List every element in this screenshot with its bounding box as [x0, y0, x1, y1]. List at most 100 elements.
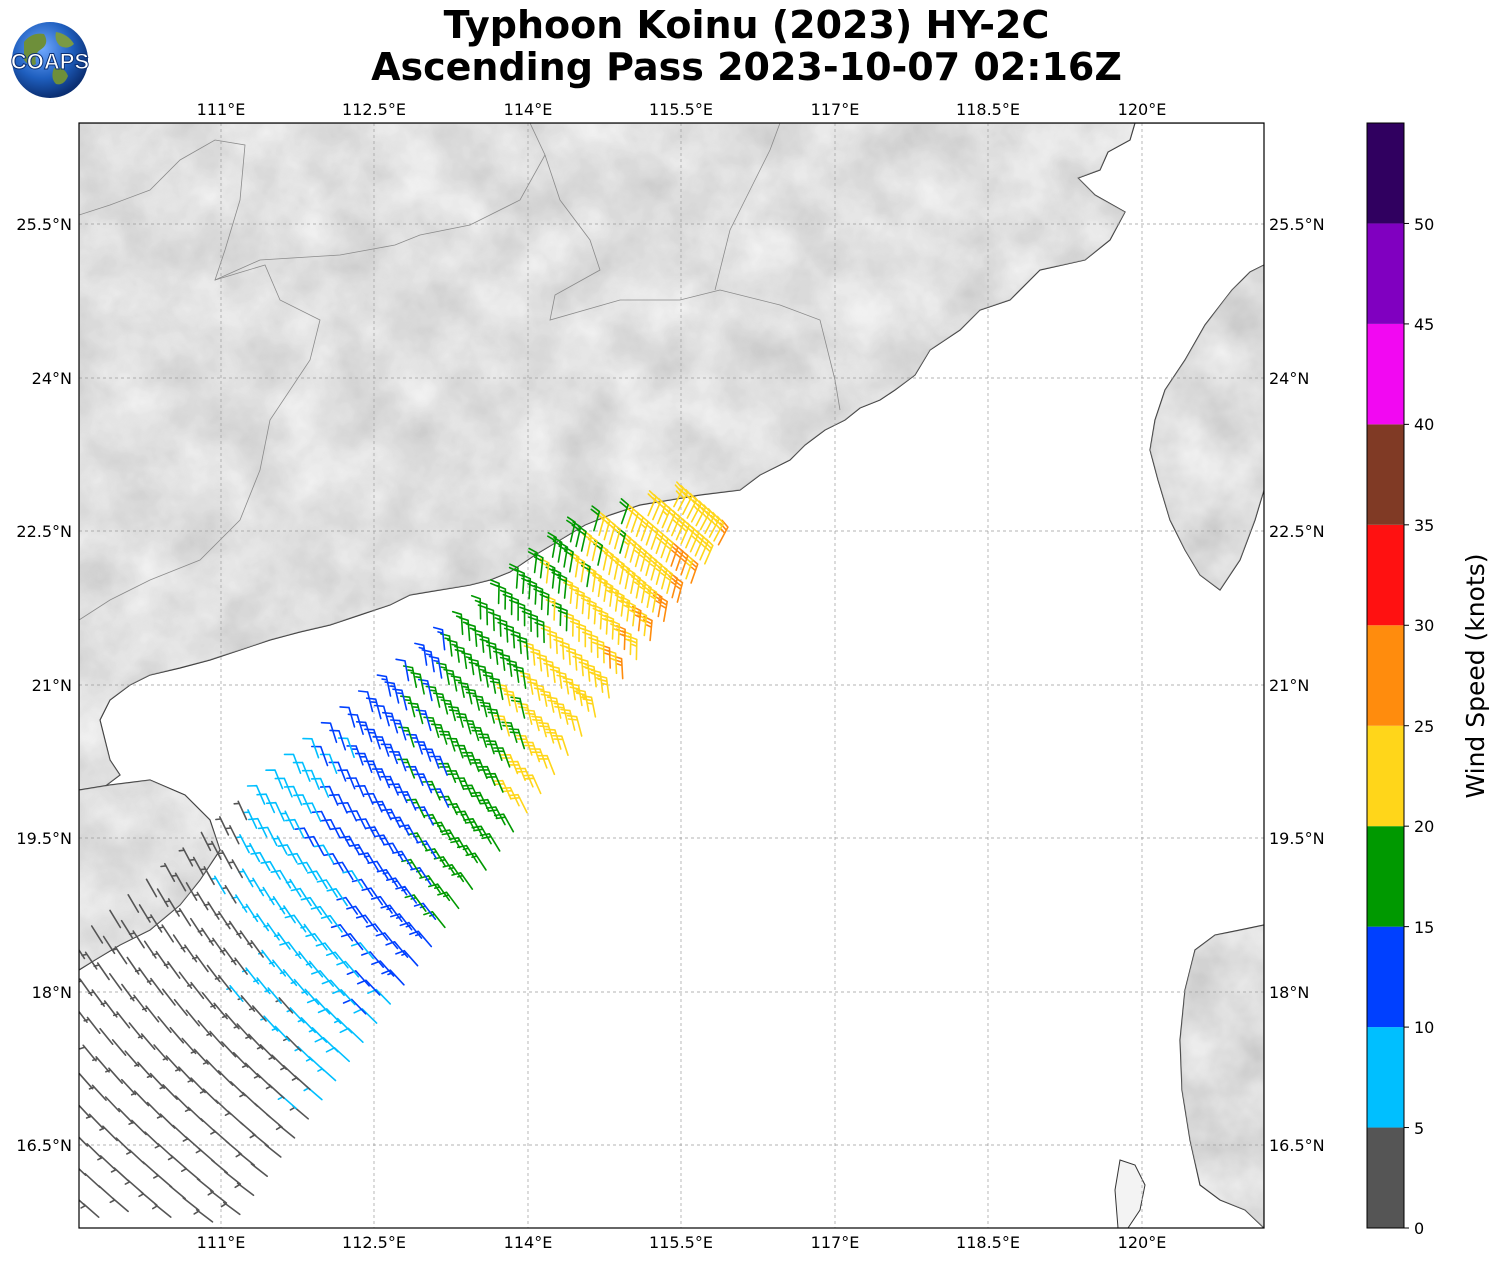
wind-barb: [438, 730, 456, 752]
wind-barb: [340, 933, 364, 951]
lat-tick-left: 19.5°N: [16, 829, 72, 848]
wind-barb: [658, 596, 668, 622]
wind-barb: [407, 702, 424, 725]
wind-barb: [680, 518, 690, 545]
wind-barb: [347, 713, 364, 735]
map-panel: [79, 123, 1264, 1228]
wind-barb: [533, 684, 548, 707]
wind-barb: [79, 1167, 87, 1176]
wind-barb: [463, 719, 480, 742]
wind-barb: [631, 572, 641, 599]
wind-barb: [389, 751, 407, 772]
wind-barb: [457, 681, 473, 705]
wind-barb: [274, 777, 293, 798]
wind-barb: [315, 942, 339, 960]
wind-barb: [245, 842, 261, 863]
wind-barb: [109, 909, 122, 929]
wind-barb: [594, 638, 605, 664]
title-line-1: Typhoon Koinu (2023) HY-2C: [443, 3, 1050, 47]
wind-barb: [128, 1022, 143, 1040]
wind-barb: [280, 810, 295, 830]
wind-barb: [479, 701, 495, 724]
wind-barb: [265, 769, 284, 790]
colorbar-tick: 40: [1414, 415, 1434, 434]
wind-barb: [145, 878, 158, 898]
lon-tick-bottom: 115.5°E: [649, 1233, 713, 1252]
lat-tick-right: 22.5°N: [1269, 522, 1325, 541]
colorbar-tick: 20: [1414, 817, 1434, 836]
colorbar-bin: [1367, 123, 1404, 224]
wind-barb: [144, 1131, 161, 1147]
wind-barb: [121, 983, 135, 1002]
wind-barb: [627, 635, 638, 661]
wind-barb: [568, 683, 583, 707]
wind-barb: [556, 671, 570, 695]
wind-barb: [346, 745, 364, 766]
colorbar-tick: 10: [1414, 1018, 1434, 1037]
wind-barb: [172, 934, 186, 953]
wind-barb: [86, 1143, 103, 1159]
wind-barb: [538, 722, 555, 744]
lon-tick-top: 118.5°E: [956, 100, 1020, 119]
wind-barb: [513, 665, 527, 689]
wind-barb: [566, 714, 583, 737]
wind-barb: [301, 769, 320, 790]
lon-tick-bottom: 117°E: [811, 1233, 860, 1252]
wind-barb: [319, 785, 339, 806]
wind-barb: [472, 695, 488, 718]
wind-barb: [225, 825, 240, 845]
wind-barb: [174, 1095, 191, 1111]
wind-barb: [79, 948, 86, 960]
wind-barb: [417, 678, 433, 702]
wind-barb: [310, 777, 330, 798]
wind-barb: [357, 690, 374, 713]
wind-barb: [470, 726, 488, 748]
wind-barb: [120, 919, 133, 939]
wind-barb: [489, 579, 500, 605]
wind-barb: [79, 1198, 86, 1206]
colorbar-bin: [1367, 625, 1404, 726]
wind-barb: [178, 847, 194, 867]
wind-barb: [639, 515, 649, 542]
wind-barb: [677, 485, 689, 512]
wind-barb: [197, 1020, 213, 1037]
wind-barb: [592, 604, 603, 630]
wind-barb: [98, 1185, 115, 1201]
wind-barb: [248, 817, 268, 838]
lon-tick-top: 120°E: [1118, 100, 1167, 119]
wind-barb: [717, 519, 729, 546]
wind-barb: [221, 1041, 237, 1058]
wind-barb: [675, 514, 686, 541]
wind-barb: [392, 688, 408, 711]
wind-barb: [217, 1070, 234, 1086]
wind-barb: [126, 956, 140, 975]
wind-barb: [376, 674, 392, 697]
wind-barb: [223, 1170, 242, 1185]
wind-barb: [584, 663, 597, 688]
wind-barb: [84, 1172, 101, 1188]
colorbar-frame: [1366, 122, 1405, 1229]
colorbar-tick: 45: [1414, 315, 1434, 334]
wind-barb: [111, 1039, 127, 1056]
colorbar-bin: [1367, 725, 1404, 827]
wind-barb: [293, 794, 312, 814]
map-frame: [78, 122, 1265, 1229]
wind-barb: [233, 800, 248, 821]
wind-barb: [612, 655, 624, 680]
wind-barb: [173, 998, 188, 1017]
wind-barb: [79, 1044, 97, 1062]
wind-barb: [220, 1201, 241, 1216]
wind-barb: [431, 723, 448, 745]
wind-barb: [189, 856, 205, 876]
wind-barb: [157, 1016, 172, 1034]
wind-barb: [578, 658, 591, 682]
wind-barb: [423, 716, 440, 738]
wind-barb: [575, 689, 590, 712]
wind-barb: [654, 527, 664, 555]
wind-barb: [597, 675, 610, 699]
wind-barb: [647, 554, 658, 581]
wind-barb: [668, 572, 679, 599]
figure-title: Typhoon Koinu (2023) HY-2C Ascending Pas…: [150, 4, 1343, 88]
lon-tick-bottom: 120°E: [1118, 1233, 1167, 1252]
wind-barb: [652, 558, 663, 585]
